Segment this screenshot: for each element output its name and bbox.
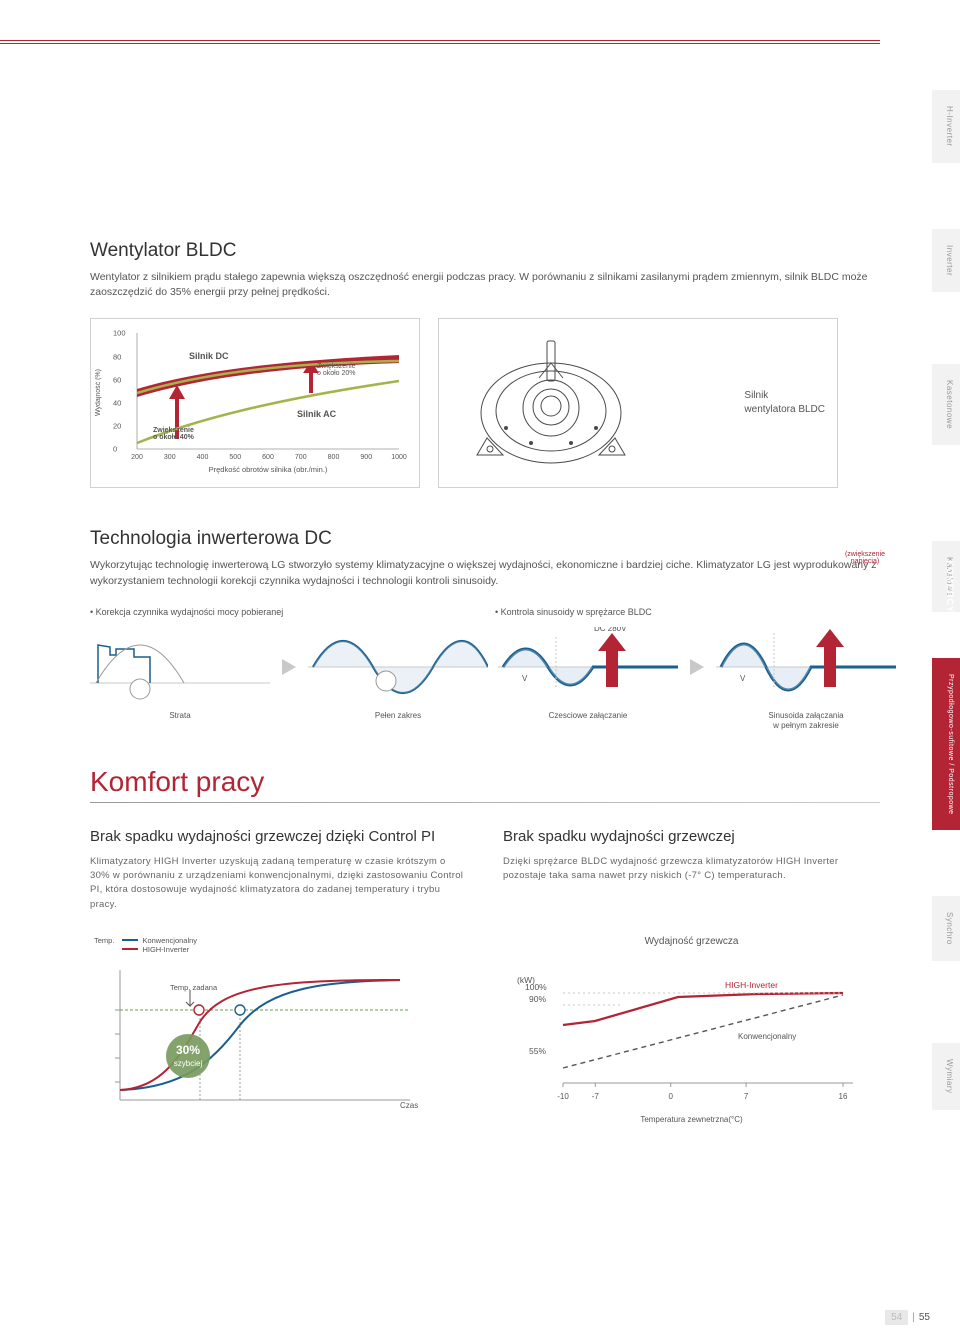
tab-kasetonowe: Kasetonowe — [932, 364, 960, 445]
motor-illustration — [451, 333, 651, 473]
wave-sinusoida: V DC 380V Sinusoida załączaniaw pełnym z… — [716, 627, 896, 732]
tab-przypodlogowo: Przypodłogowo-sufitowe / Podstropowe — [932, 658, 960, 831]
eff-plot: 020406080100 200300400500600700800900100… — [137, 333, 399, 449]
col1-body: Klimatyzatory HIGH Inverter uzyskują zad… — [90, 855, 467, 912]
svg-text:V: V — [740, 674, 746, 683]
main-content: Wentylator BLDC Wentylator z silnikiem p… — [90, 240, 880, 1126]
two-col: Brak spadku wydajności grzewczej dzięki … — [90, 827, 880, 912]
heat-chart: Wydajność grzewcza HIGH-Inverter Konwenc… — [503, 936, 880, 1126]
svg-text:Temp. zadana: Temp. zadana — [170, 983, 218, 992]
tech-body: Wykorzytując technologię inwerterową LG … — [90, 558, 880, 588]
komfort-title: Komfort pracy — [90, 766, 880, 798]
wave-czesciowe: V DC 280V Czesciowe załączanie — [498, 627, 678, 720]
efficiency-row: Wydajność (%) 020406080100 — [90, 318, 880, 488]
col1-title: Brak spadku wydajności grzewczej dzięki … — [90, 827, 467, 847]
page-right: 55 — [919, 1312, 930, 1323]
eff-y-label: Wydajność (%) — [95, 369, 102, 416]
heat-y-90: 90% — [529, 994, 546, 1004]
bldc-title: Wentylator BLDC — [90, 240, 880, 262]
page-number: 54|55 — [885, 1312, 930, 1323]
sinusoida-caption: Sinusoida załączaniaw pełnym zakresie — [768, 711, 843, 732]
col2-body: Dzięki sprężarce BLDC wydajność grzewcza… — [503, 855, 880, 884]
time-chart: Temp. Konwencjonalny HIGH-Inverter — [90, 936, 467, 1126]
tech-title: Technologia inwerterowa DC — [90, 528, 880, 550]
legend-high: HIGH-Inverter — [122, 945, 197, 954]
col-1: Brak spadku wydajności grzewczej dzięki … — [90, 827, 467, 912]
vertical-section-label: KOMERCYJNE — [945, 560, 955, 634]
wave-strata: Strata — [90, 627, 270, 720]
bullet-2: • Kontrola sinusoidy w sprężarce BLDC — [495, 607, 880, 617]
svg-text:0: 0 — [668, 1092, 673, 1101]
pelen-caption: Pełen zakres — [375, 711, 421, 720]
svg-text:Konwencjonalny: Konwencjonalny — [738, 1032, 796, 1041]
motor-label: Silnik wentylatora BLDC — [744, 389, 825, 417]
legend-konw: Konwencjonalny — [122, 936, 197, 945]
bldc-body: Wentylator z silnikiem prądu stałego zap… — [90, 270, 880, 300]
svg-text:V: V — [522, 674, 528, 683]
heat-title: Wydajność grzewcza — [503, 936, 880, 947]
heat-y-55: 55% — [529, 1046, 546, 1056]
col2-title: Brak spadku wydajności grzewczej — [503, 827, 880, 847]
strata-caption: Strata — [169, 711, 190, 720]
heat-y-100: 100% — [525, 982, 547, 992]
svg-text:16: 16 — [839, 1092, 848, 1101]
eff-x-title: Prędkość obrotów silnika (obr./min.) — [209, 465, 328, 474]
komfort-hr — [90, 802, 880, 803]
eff-annot-40: Zwiększenieo około 40% — [153, 427, 194, 441]
bottom-charts: Temp. Konwencjonalny HIGH-Inverter — [90, 936, 880, 1126]
svg-text:Czas: Czas — [400, 1101, 418, 1110]
svg-text:-10: -10 — [557, 1092, 569, 1101]
svg-text:30%: 30% — [176, 1043, 200, 1057]
bullet-1: • Korekcja czynnika wydajności mocy pobi… — [90, 607, 475, 617]
eff-dc-label: Silnik DC — [189, 351, 229, 361]
heat-x-title: Temperatura zewnetrzna(°C) — [640, 1115, 742, 1124]
czesciowe-caption: Czesciowe załączanie — [549, 711, 628, 720]
col-2: Brak spadku wydajności grzewczej Dzięki … — [503, 827, 880, 912]
tab-h-inverter: H-Inverter — [932, 90, 960, 163]
tab-inverter: Inverter — [932, 229, 960, 292]
efficiency-chart: Wydajność (%) 020406080100 — [90, 318, 420, 488]
dc280v-label: DC 280V — [594, 627, 627, 633]
tab-synchro: Synchro — [932, 896, 960, 961]
svg-text:-7: -7 — [592, 1092, 600, 1101]
arrow-sep-2 — [688, 627, 706, 707]
zwiekszenie-label: (zwiększenie napięcia) — [835, 551, 895, 565]
tech-section: Technologia inwerterowa DC Wykorzytując … — [90, 528, 880, 1125]
page-left: 54 — [885, 1310, 908, 1325]
eff-ac-label: Silnik AC — [297, 409, 336, 419]
eff-annot-20: Zwiększenieo około 20% — [317, 363, 356, 377]
svg-text:HIGH-Inverter: HIGH-Inverter — [725, 980, 778, 990]
wave-row: Strata Pełen zakres — [90, 627, 880, 732]
svg-text:szybciej: szybciej — [174, 1059, 203, 1068]
temp-label: Temp. — [94, 936, 114, 945]
arrow-sep-1 — [280, 627, 298, 707]
top-rule — [0, 40, 880, 44]
tab-wymiary: Wymiary — [932, 1043, 960, 1110]
svg-text:7: 7 — [744, 1092, 749, 1101]
wave-pelen: Pełen zakres — [308, 627, 488, 720]
motor-box: Silnik wentylatora BLDC — [438, 318, 838, 488]
